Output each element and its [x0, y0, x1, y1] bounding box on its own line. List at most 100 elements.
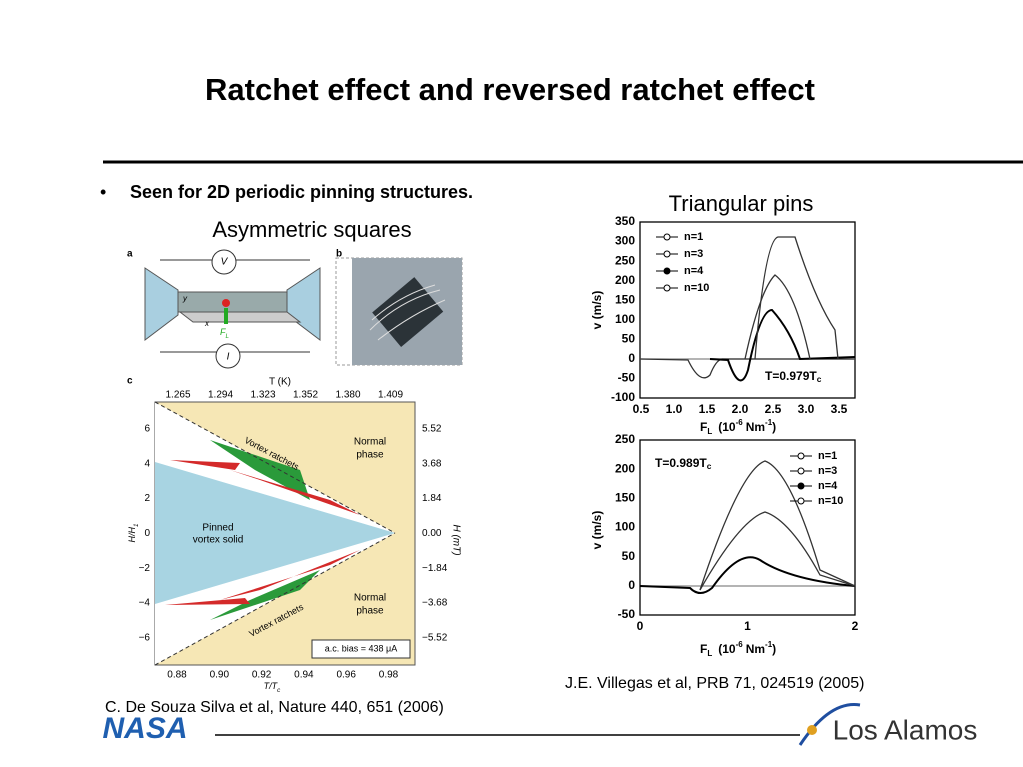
- label: -50: [618, 371, 636, 385]
- label: 0.90: [210, 670, 230, 681]
- label: n=1: [818, 450, 837, 462]
- label: 2: [144, 493, 150, 504]
- label: 1.265: [165, 390, 190, 401]
- label-sub: c: [277, 687, 281, 694]
- label: phase: [356, 606, 384, 617]
- label: H/H1: [127, 523, 139, 542]
- label-main: T=0.979T: [765, 369, 817, 383]
- label-main: T/T: [264, 681, 279, 691]
- label: 1.352: [293, 390, 318, 401]
- label: 100: [615, 312, 635, 326]
- label: 0.00: [422, 528, 442, 539]
- label: 1.294: [208, 390, 233, 401]
- label: 1.323: [250, 390, 275, 401]
- label: 0.5: [633, 402, 650, 416]
- label: T=0.989Tc: [655, 456, 712, 471]
- label: 0.98: [379, 670, 399, 681]
- bottom-plot: [639, 439, 856, 616]
- label: 1.5: [699, 402, 716, 416]
- label-main: (10: [718, 642, 736, 656]
- label: 0.92: [252, 670, 272, 681]
- label: 0.88: [167, 670, 187, 681]
- label-main: H/H: [127, 527, 137, 543]
- label: 0.94: [294, 670, 314, 681]
- los-alamos-logo: Los Alamos: [833, 714, 978, 745]
- label: n=3: [818, 465, 837, 477]
- x-axis-label: FL (10-6 Nm-1): [700, 418, 776, 436]
- legend-marker: [663, 284, 671, 292]
- label: 2.5: [765, 402, 782, 416]
- label: 1.0: [666, 402, 683, 416]
- top-plot: [639, 221, 856, 399]
- label: 3.68: [422, 458, 442, 469]
- label: 200: [615, 461, 635, 475]
- legend-marker: [797, 497, 805, 505]
- legend-marker: [663, 233, 671, 241]
- label-main: F: [700, 420, 707, 434]
- label: 5.52: [422, 424, 442, 435]
- label: −5.52: [422, 632, 448, 643]
- label: 2.0: [732, 402, 749, 416]
- label: H (mT): [450, 524, 461, 555]
- label-sub: L: [707, 427, 712, 436]
- label: n=4: [684, 265, 704, 277]
- label: 250: [615, 253, 635, 267]
- label: 150: [615, 491, 635, 505]
- label-main: ): [772, 420, 776, 434]
- legend-marker: [797, 452, 805, 460]
- caption: Triangular pins: [669, 191, 814, 216]
- label-sup: -6: [736, 418, 744, 427]
- label: n=3: [684, 248, 703, 260]
- label: Normal: [354, 437, 386, 448]
- label: V: [221, 257, 229, 268]
- label: 350: [615, 214, 635, 228]
- label: 1.84: [422, 493, 442, 504]
- label: T/Tc: [264, 681, 282, 693]
- label: v (m/s): [590, 291, 604, 330]
- label: 50: [622, 332, 636, 346]
- label: 1.409: [378, 390, 403, 401]
- logo-swoosh: [798, 703, 861, 746]
- nasa-logo: NASA: [102, 712, 187, 745]
- label: 250: [615, 432, 635, 446]
- label: n=10: [684, 282, 709, 294]
- label: 300: [615, 234, 635, 248]
- label: 100: [615, 520, 635, 534]
- label: n=1: [684, 231, 703, 243]
- label: 0: [144, 528, 150, 539]
- label: c: [127, 376, 133, 387]
- label: 2: [852, 619, 859, 633]
- label: b: [336, 249, 342, 260]
- label: 0.96: [336, 670, 356, 681]
- label-main: Nm: [746, 420, 765, 434]
- label-main: ): [772, 642, 776, 656]
- legend-marker: [797, 467, 805, 475]
- legend-marker: [663, 267, 671, 275]
- legend-marker: [663, 250, 671, 258]
- label-sup: -1: [765, 418, 773, 427]
- label: phase: [356, 450, 384, 461]
- label: n=10: [818, 495, 843, 507]
- label: 3.0: [798, 402, 815, 416]
- label: -100: [611, 390, 635, 404]
- panel-c-plot: [154, 401, 416, 666]
- legend-marker: [797, 482, 805, 490]
- label: Normal: [354, 593, 386, 604]
- label: J.E. Villegas et al, PRB 71, 024519 (200…: [565, 675, 864, 692]
- bullet-text: Seen for 2D periodic pinning structures.: [130, 182, 473, 202]
- label: −6: [139, 632, 151, 643]
- label: 50: [622, 549, 636, 563]
- label-main: T=0.989T: [655, 456, 707, 470]
- label: T (K): [269, 377, 291, 388]
- label: −2: [139, 563, 151, 574]
- label: 0: [637, 619, 644, 633]
- label: 150: [615, 292, 635, 306]
- label: y: [182, 294, 188, 303]
- caption: Asymmetric squares: [212, 217, 411, 242]
- label: 6: [144, 424, 150, 435]
- label-main: F: [700, 642, 707, 656]
- label-main: Nm: [746, 642, 765, 656]
- label: n=4: [818, 480, 838, 492]
